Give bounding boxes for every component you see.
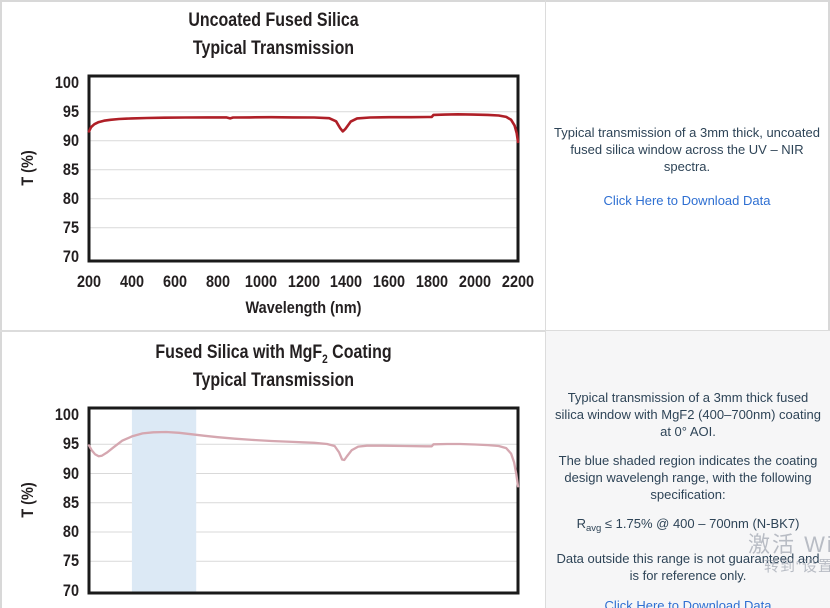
chart-cell-mgf2: Fused Silica with MgF2 Coating Typical T…: [2, 331, 545, 608]
transmission-curve: [87, 430, 520, 488]
x-tick-label: 1000: [244, 272, 277, 291]
plot-frame: [87, 74, 520, 263]
chart-title-text: Fused Silica with MgF: [155, 342, 323, 363]
chart-title-line2: Typical Transmission: [192, 370, 355, 391]
chart-cell-uncoated: Uncoated Fused Silica Typical Transmissi…: [2, 2, 545, 330]
y-tick-label: 95: [62, 434, 79, 454]
chart-title-text: Uncoated Fused Silica: [188, 10, 359, 31]
right-border: [828, 0, 830, 608]
y-tick-label: 75: [62, 551, 79, 571]
download-data-link[interactable]: Click Here to Download Data: [604, 598, 772, 608]
y-tick-label: 75: [62, 217, 79, 237]
y-tick-label: 80: [62, 522, 79, 541]
chart-title-line1: Fused Silica with MgF2 Coating: [93, 342, 453, 366]
spec-line: Ravg ≤ 1.75% @ 400 – 700nm (N-BK7): [552, 515, 824, 537]
y-tick-label: 80: [62, 188, 79, 208]
x-tick-label: 200: [76, 272, 102, 291]
y-tick-label: 70: [62, 246, 79, 266]
plot-frame: [87, 406, 520, 595]
description-text: The blue shaded region indicates the coa…: [558, 453, 818, 502]
transmission-plot-uncoated: [87, 74, 520, 263]
description-text: Typical transmission of a 3mm thick fuse…: [555, 390, 821, 439]
description-panel-mgf2: Typical transmission of a 3mm thick fuse…: [546, 331, 830, 608]
x-tick-label: 400: [119, 272, 144, 291]
y-tick-label: 85: [62, 492, 79, 512]
y-tick-label: 95: [62, 101, 79, 121]
description-panel-uncoated: Typical transmission of a 3mm thick, unc…: [546, 2, 828, 330]
x-tick-label: 1800: [416, 272, 449, 291]
y-tick-label: 70: [62, 580, 79, 600]
top-border: [0, 0, 830, 2]
x-tick-label: 600: [162, 272, 187, 291]
x-tick-label: 1600: [373, 272, 406, 291]
chart-title-text: Coating: [327, 342, 392, 363]
x-tick-label: 1400: [330, 272, 363, 291]
y-tick-label: 85: [62, 159, 79, 179]
chart-title-line1: Uncoated Fused Silica: [93, 10, 453, 34]
x-tick-label: 2000: [459, 272, 492, 291]
transmission-plot-mgf2: [87, 406, 520, 595]
chart-title-line2: Typical Transmission: [192, 38, 355, 59]
y-tick-label: 90: [62, 130, 79, 150]
left-border: [0, 0, 2, 608]
spec-subscript: avg: [585, 523, 602, 534]
chart-title-subscript: 2: [322, 352, 328, 366]
spec-text: R: [576, 516, 586, 531]
description-text: Data outside this range is not guarantee…: [556, 551, 820, 583]
y-tick-label: 90: [62, 463, 79, 483]
column-divider: [545, 0, 546, 608]
y-tick-label: 100: [54, 72, 79, 92]
description-text: Typical transmission of a 3mm thick, unc…: [554, 125, 820, 174]
x-axis-label: Wavelength (nm): [245, 298, 362, 317]
row-divider: [0, 330, 830, 332]
transmission-curve: [87, 113, 520, 144]
download-data-link[interactable]: Click Here to Download Data: [603, 193, 771, 208]
coating-band: [131, 408, 197, 593]
y-tick-label: 100: [54, 405, 79, 424]
spec-text: ≤ 1.75% @ 400 – 700nm (N-BK7): [601, 516, 800, 531]
x-tick-label: 800: [205, 272, 230, 291]
x-tick-label: 2200: [501, 272, 535, 291]
x-tick-label: 1200: [287, 272, 320, 291]
